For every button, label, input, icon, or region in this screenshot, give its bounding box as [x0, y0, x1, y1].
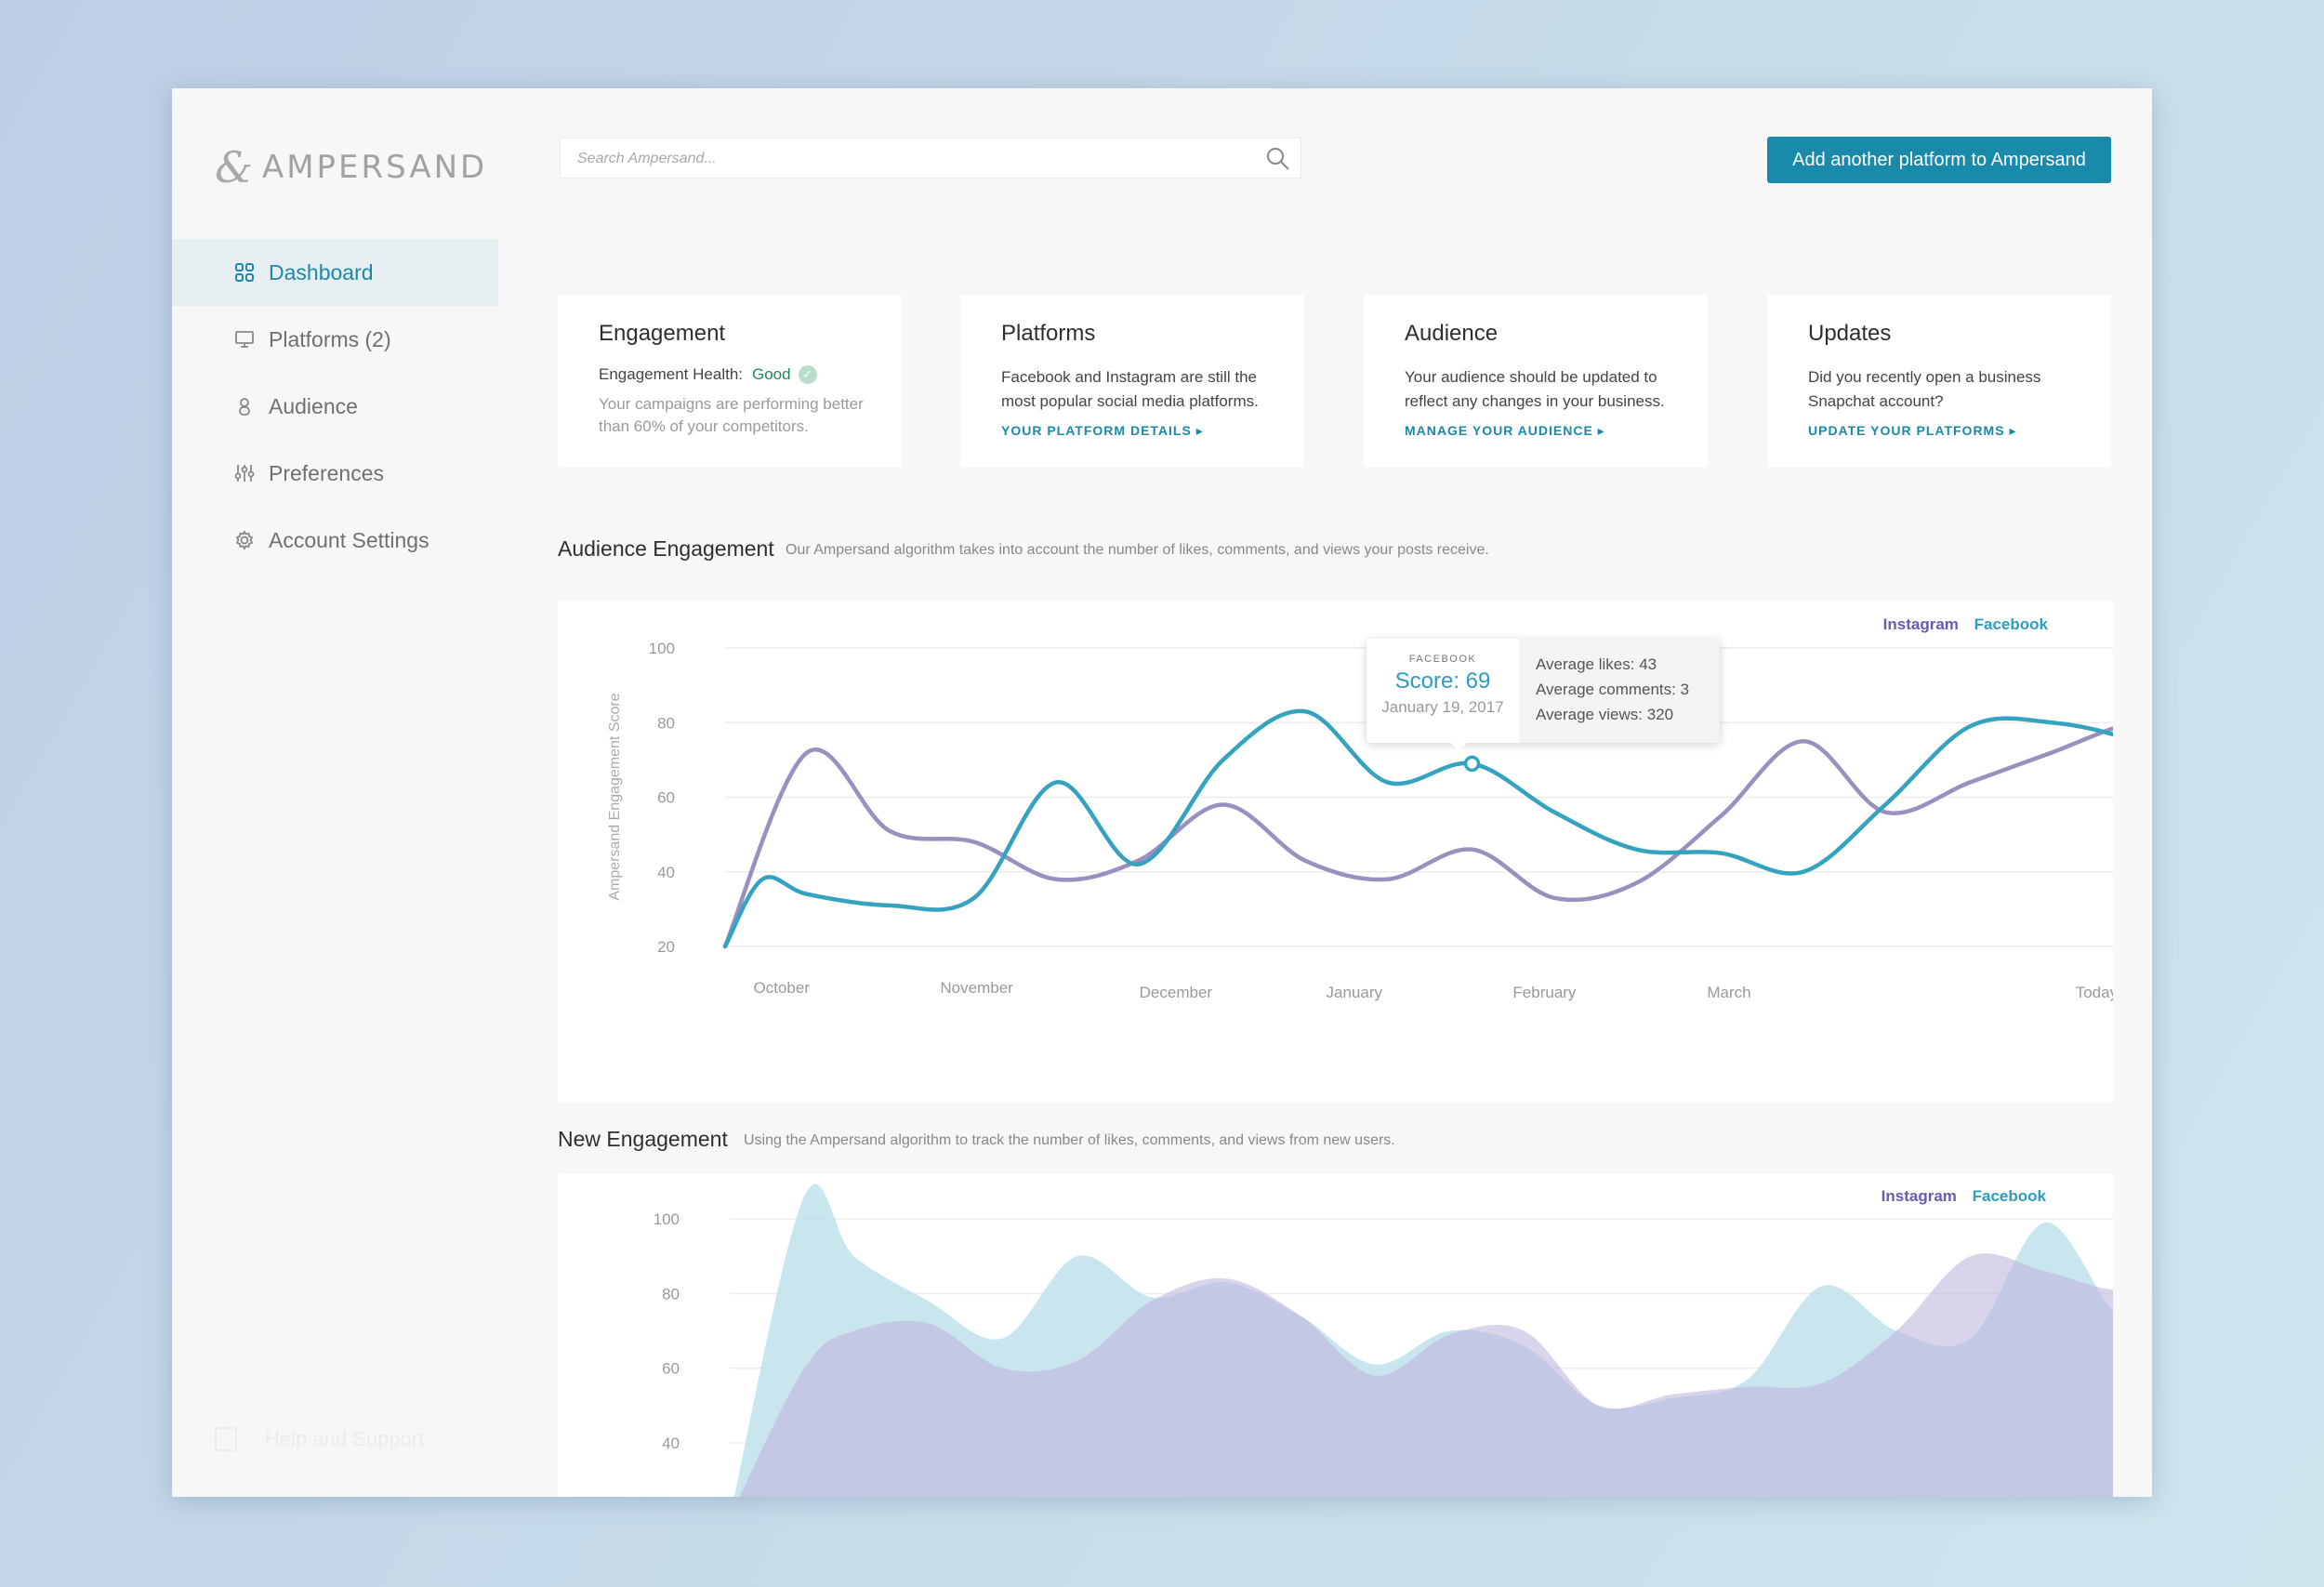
tooltip-platform: FACEBOOK: [1408, 654, 1477, 665]
y-tick-label: 100: [654, 1210, 680, 1228]
search-bar: [560, 138, 1301, 179]
sidebar-item-audience[interactable]: Audience: [172, 373, 498, 440]
audience-engagement-title: Audience Engagement: [558, 536, 774, 561]
sidebar-item-preferences[interactable]: Preferences: [172, 440, 498, 507]
manage-audience-link[interactable]: MANAGE YOUR AUDIENCE ▸: [1405, 423, 1605, 438]
help-label: Help and Support: [265, 1427, 425, 1450]
person-icon: [233, 395, 256, 417]
tooltip-likes: Average likes: 43: [1536, 655, 1657, 673]
highlighted-data-point: [1463, 755, 1481, 773]
sidebar-item-label: Dashboard: [269, 259, 374, 284]
series-line-instagram: [722, 718, 2152, 949]
chart-legend: Instagram Facebook: [1882, 1187, 2046, 1206]
brand-name: AMPERSAND: [261, 149, 488, 186]
x-tick-label: February: [1512, 984, 1577, 1001]
tooltip-date: January 19, 2017: [1381, 698, 1504, 716]
chart-legend: Instagram Facebook: [1883, 615, 2048, 634]
audience-engagement-chart-panel: Instagram Facebook 100 80 60 40 20 October Nov…: [558, 601, 2152, 1103]
x-tick-label: January: [1327, 984, 1383, 1001]
x-tick-label: December: [1140, 984, 1213, 1001]
help-icon: [215, 1427, 237, 1451]
audience-engagement-line-chart: 100 80 60 40 20 October November December Januar…: [607, 640, 2152, 1001]
series-area-instagram: [739, 1253, 2152, 1497]
sidebar-item-account-settings[interactable]: Account Settings: [172, 507, 498, 574]
tooltip-score-panel: FACEBOOK Score: 69 January 19, 2017: [1367, 639, 1519, 743]
x-tick-label: October: [754, 979, 811, 997]
card-title: Platforms: [1001, 321, 1096, 346]
sidebar-item-label: Preferences: [269, 460, 385, 485]
updates-card: Updates Did you recently open a business…: [1767, 295, 2111, 468]
new-engagement-chart-panel: 100 80 60 40 Instagram Facebook: [558, 1174, 2152, 1497]
search-icon[interactable]: [1265, 146, 1291, 177]
update-platforms-link[interactable]: UPDATE YOUR PLATFORMS ▸: [1808, 423, 2017, 438]
y-tick-label: 100: [649, 640, 675, 657]
new-engagement-area-chart: 100 80 60 40: [654, 1184, 2152, 1497]
sidebar-item-label: Account Settings: [269, 527, 429, 552]
tooltip-comments: Average comments: 3: [1536, 681, 1690, 698]
card-text: Did you recently open a business Snapcha…: [1808, 368, 2041, 410]
y-tick-label: 80: [657, 714, 675, 732]
series-line-facebook: [722, 708, 2152, 949]
y-tick-label: 20: [657, 938, 675, 956]
ampersand-logo-icon: &: [215, 142, 253, 192]
tooltip-stats: Average likes: 43 Average comments: 3 Av…: [1519, 639, 1720, 743]
sidebar-item-label: Audience: [269, 393, 358, 418]
sidebar-item-platforms[interactable]: Platforms (2): [172, 306, 498, 373]
audience-engagement-subtitle: Our Ampersand algorithm takes into accou…: [786, 542, 1489, 558]
x-tick-label: March: [1707, 984, 1750, 1001]
grid-icon: [233, 261, 256, 284]
card-title: Updates: [1808, 321, 1892, 346]
x-tick-label: Today (4.15): [2076, 984, 2113, 1001]
card-text: Your audience should be updated to refle…: [1405, 368, 1665, 410]
gear-icon: [233, 529, 256, 551]
card-text: Your campaigns are performing better tha…: [599, 395, 864, 435]
sidebar-item-dashboard[interactable]: Dashboard: [172, 239, 498, 306]
y-tick-label: 40: [657, 864, 675, 881]
new-engagement-title: New Engagement: [558, 1127, 728, 1151]
health-label: Engagement Health:: [599, 365, 743, 383]
y-tick-label: 60: [657, 789, 675, 807]
tooltip-pointer: [1450, 743, 1467, 751]
legend-facebook[interactable]: Facebook: [1974, 615, 2048, 633]
legend-facebook[interactable]: Facebook: [1972, 1187, 2046, 1205]
platform-details-link[interactable]: YOUR PLATFORM DETAILS ▸: [1001, 423, 1204, 438]
y-tick-label: 60: [662, 1360, 680, 1378]
x-tick-label: November: [940, 979, 1013, 997]
platforms-card: Platforms Facebook and Instagram are sti…: [960, 295, 1304, 468]
engagement-health: Engagement Health: Good ✓: [599, 365, 902, 384]
card-title: Engagement: [599, 321, 726, 346]
monitor-icon: [233, 328, 256, 350]
y-tick-label: 40: [662, 1435, 680, 1452]
tooltip-views: Average views: 320: [1536, 706, 1674, 723]
y-tick-label: 80: [662, 1285, 680, 1303]
legend-instagram[interactable]: Instagram: [1881, 1187, 1957, 1205]
legend-instagram[interactable]: Instagram: [1882, 615, 1959, 633]
add-platform-button[interactable]: Add another platform to Ampersand: [1767, 137, 2111, 183]
sidebar-item-label: Platforms (2): [269, 326, 391, 351]
search-input[interactable]: [561, 139, 1230, 179]
help-and-support-link[interactable]: Help and Support: [215, 1427, 424, 1451]
sidebar-nav: Dashboard Platforms (2) Audience Prefere…: [172, 239, 498, 574]
tooltip-score: Score: 69: [1394, 668, 1491, 694]
check-icon: ✓: [798, 365, 817, 384]
audience-card: Audience Your audience should be updated…: [1364, 295, 1708, 468]
app-window: & AMPERSAND Dashboard Platforms (2) Audi…: [172, 88, 2152, 1497]
logo[interactable]: & AMPERSAND: [215, 139, 487, 195]
sliders-icon: [233, 462, 256, 484]
health-status: Good: [752, 365, 791, 383]
card-text: Facebook and Instagram are still the mos…: [1001, 368, 1259, 410]
new-engagement-subtitle: Using the Ampersand algorithm to track t…: [744, 1132, 1395, 1148]
chart-tooltip: FACEBOOK Score: 69 January 19, 2017 Aver…: [1367, 639, 1720, 751]
y-axis-label: Ampersand Engagement Score: [607, 693, 623, 900]
card-title: Audience: [1405, 321, 1499, 346]
engagement-card: Engagement Engagement Health: Good ✓ You…: [558, 295, 902, 468]
